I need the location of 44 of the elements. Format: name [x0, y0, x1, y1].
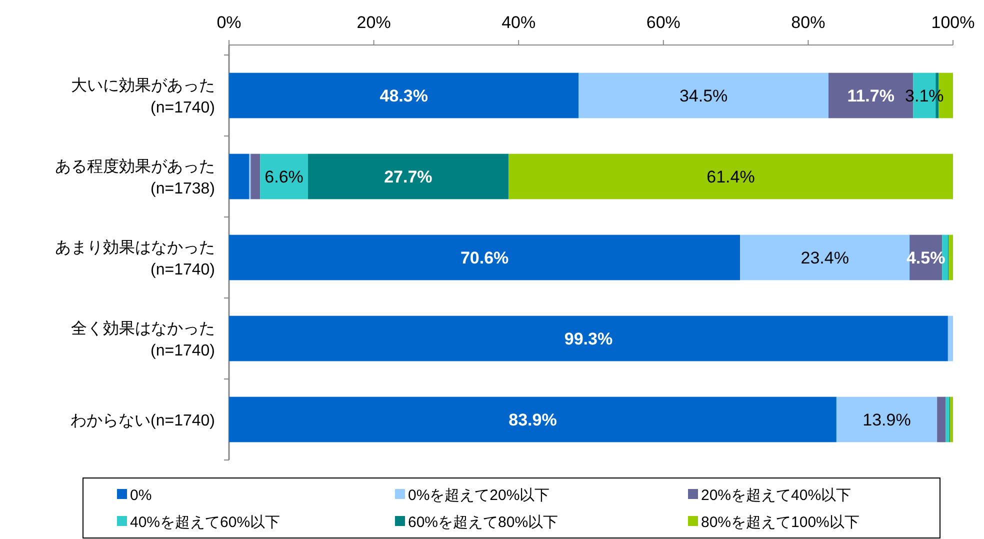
legend-label: 60%を超えて80%以下 — [408, 514, 558, 531]
bar — [946, 396, 950, 442]
x-tick-label: 100% — [931, 13, 975, 32]
y-tick-label: あまり効果はなかった (n=1740) — [55, 238, 215, 278]
bar — [260, 154, 308, 200]
bar — [229, 234, 740, 280]
data-label: 27.7% — [384, 168, 432, 186]
bar — [948, 316, 953, 362]
bar — [578, 72, 828, 118]
data-label: 83.9% — [508, 410, 557, 430]
bar — [836, 396, 938, 442]
x-tick-label: 80% — [791, 13, 826, 32]
x-tick-label: 40% — [502, 13, 536, 32]
bar — [508, 154, 953, 200]
data-label: 61.4% — [706, 168, 755, 186]
x-tick-label: 60% — [646, 13, 680, 32]
bar — [948, 234, 953, 280]
data-label: 11.7% — [847, 86, 894, 106]
data-label: 34.5% — [679, 86, 728, 106]
data-label: 48.3% — [380, 86, 428, 106]
bar — [229, 72, 579, 118]
legend-label: 40%を超えて60%以下 — [130, 514, 280, 531]
data-label: 99.3% — [564, 330, 613, 348]
bar — [937, 396, 946, 442]
data-label: 23.4% — [800, 248, 849, 268]
bar — [308, 154, 508, 200]
bar — [950, 396, 953, 442]
y-tick-label: 大いに効果があった (n=1740) — [71, 76, 215, 116]
bar — [229, 316, 948, 362]
x-tick-label: 0% — [216, 13, 242, 32]
y-tick-label: わからない(n=1740) — [70, 412, 215, 430]
bar — [250, 154, 260, 200]
legend-label: 80%を超えて100%以下 — [701, 514, 860, 531]
data-label: 70.6% — [460, 248, 509, 268]
bar — [229, 396, 836, 442]
legend-label: 0%を超えて20%以下 — [408, 487, 550, 504]
x-tick-label: 20% — [356, 13, 391, 32]
legend-label: 0% — [130, 487, 152, 504]
data-label: 13.9% — [862, 410, 911, 430]
legend-label: 20%を超えて40%以下 — [701, 487, 852, 504]
bar — [229, 154, 250, 200]
y-tick-label: ある程度効果があった (n=1738) — [55, 158, 215, 198]
data-label: 6.6% — [264, 168, 304, 186]
y-tick-label: 全く効果はなかった (n=1740) — [71, 320, 215, 360]
